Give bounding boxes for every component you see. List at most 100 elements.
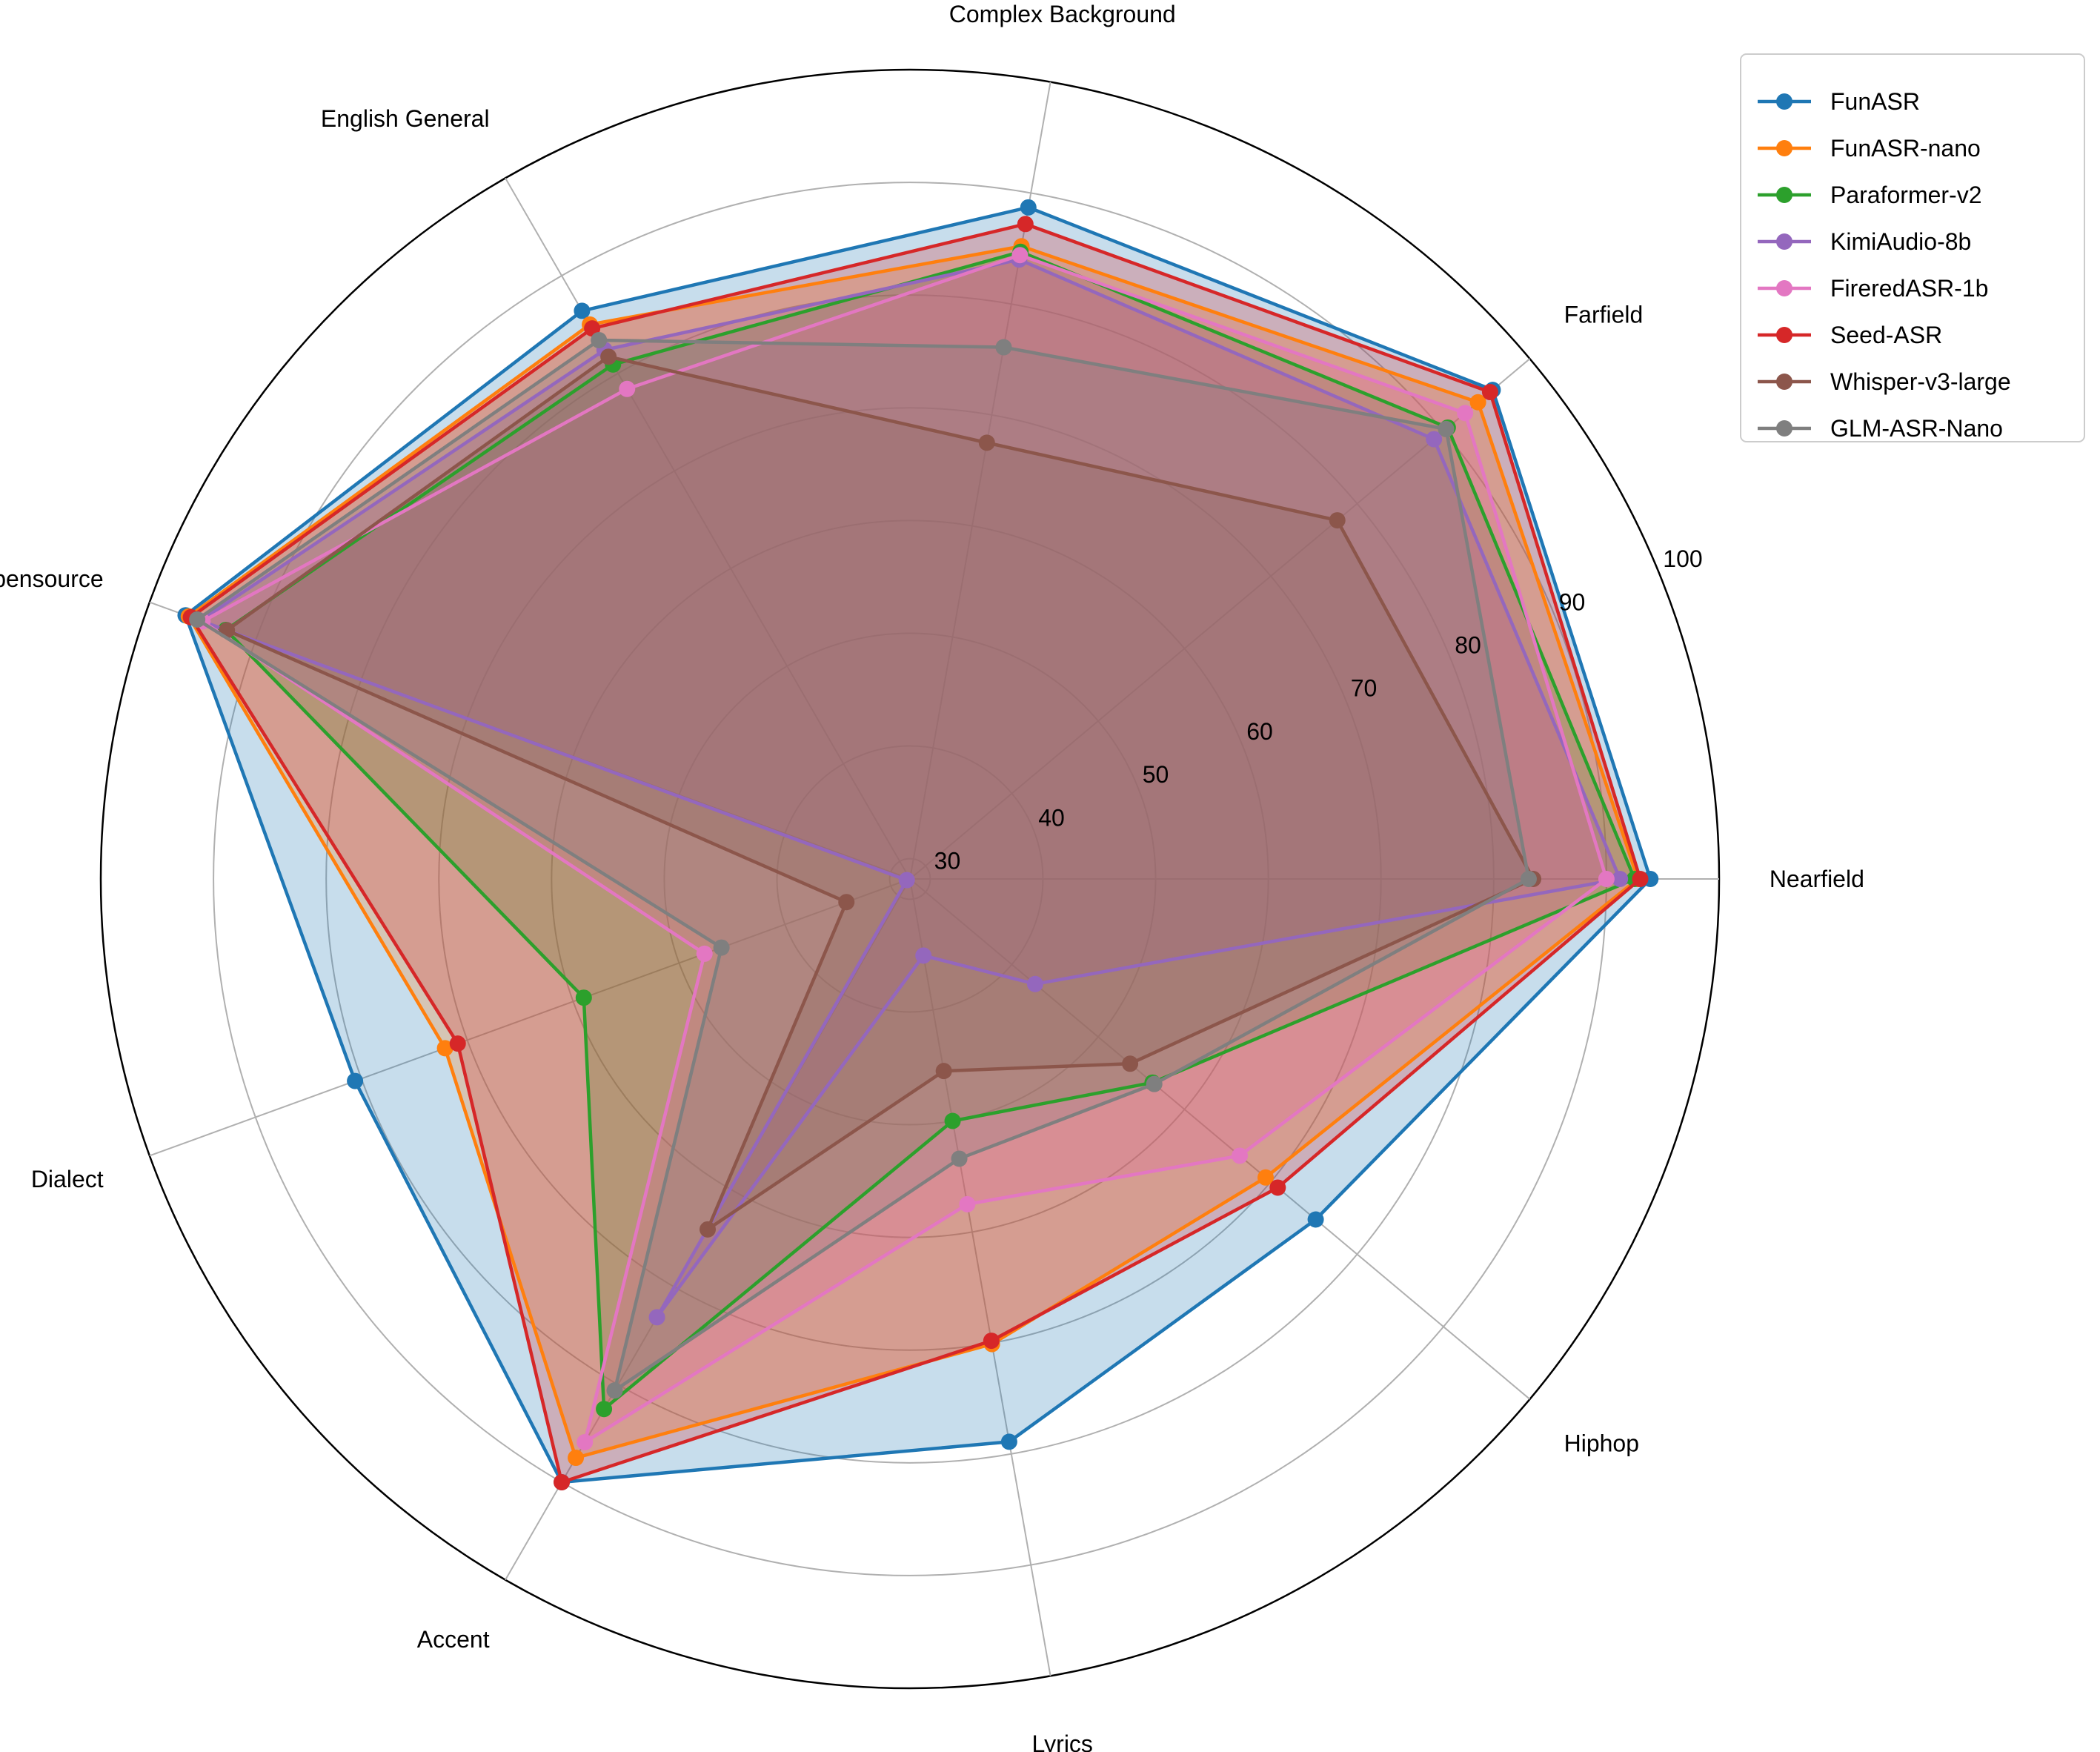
data-point [189, 611, 206, 628]
data-point [568, 1450, 585, 1467]
data-point [1017, 216, 1034, 233]
data-point [935, 1063, 952, 1080]
data-point [995, 339, 1012, 356]
data-point [713, 939, 730, 956]
legend-label: FireredASR-1b [1830, 275, 1988, 302]
legend-marker [1776, 420, 1792, 437]
radial-tick-label: 30 [934, 847, 961, 874]
grid-spoke [909, 878, 1531, 1400]
category-label: Accent [417, 1626, 490, 1653]
legend-label: Whisper-v3-large [1830, 368, 2011, 395]
data-point [1257, 1169, 1275, 1186]
data-point [1146, 1075, 1163, 1092]
data-point [1481, 384, 1498, 401]
data-point [600, 348, 617, 365]
data-point [1122, 1055, 1139, 1072]
series-layer [177, 199, 1659, 1490]
legend-marker [1776, 327, 1792, 343]
data-point [700, 1221, 716, 1238]
legend-label: Paraformer-v2 [1830, 182, 1982, 208]
category-label: Hiphop [1564, 1430, 1639, 1457]
data-point [648, 1309, 665, 1326]
data-point [1269, 1179, 1286, 1196]
data-point [951, 1150, 968, 1167]
data-point [1520, 871, 1537, 887]
data-point [915, 947, 932, 964]
radial-tick-label: 40 [1038, 804, 1065, 831]
data-point [944, 1112, 961, 1129]
grid-spoke [909, 358, 1531, 880]
data-point [1438, 420, 1455, 437]
data-point [591, 331, 608, 348]
data-point [1457, 405, 1474, 422]
data-point [1598, 871, 1615, 887]
radial-tick-label: 90 [1559, 588, 1586, 615]
legend-marker [1776, 233, 1792, 250]
legend-label: FunASR [1830, 88, 1920, 115]
data-point [436, 1040, 453, 1057]
data-point [554, 1473, 571, 1490]
grid-spoke [149, 878, 911, 1157]
legend-label: Seed-ASR [1830, 322, 1942, 348]
legend-marker [1776, 374, 1792, 390]
data-point [1612, 871, 1629, 887]
legend-marker [1776, 280, 1792, 296]
legend-box [1740, 53, 2085, 442]
data-point [449, 1035, 466, 1052]
series-fill [188, 246, 1638, 1459]
radial-tick-label: 100 [1663, 545, 1702, 572]
legend-marker [1776, 187, 1792, 203]
category-label: Farfield [1564, 301, 1644, 328]
data-point [1020, 199, 1037, 216]
category-label: Dialect [31, 1166, 104, 1192]
legend: FunASR FunASR-nano Paraformer-v2 KimiAudio-… [1740, 53, 2085, 442]
data-point [574, 302, 591, 319]
category-label: Complex Background [949, 1, 1176, 27]
series-line [195, 338, 1531, 1393]
data-point [838, 894, 855, 911]
data-point [576, 1433, 594, 1450]
legend-marker [1776, 140, 1792, 156]
category-label: English General [321, 105, 490, 132]
data-point [575, 989, 592, 1006]
legend-label: KimiAudio-8b [1830, 228, 1971, 255]
data-point [1632, 871, 1649, 887]
labels: Nearfield Farfield Complex Background Engli… [0, 1, 1864, 1752]
grid-spoke [909, 878, 1051, 1676]
data-point [1329, 512, 1346, 529]
series-line [225, 355, 1535, 1232]
data-point [959, 1195, 976, 1212]
series-line [184, 205, 1652, 1484]
series-fill [202, 255, 1606, 1442]
grid-spoke [505, 177, 911, 880]
series-line [224, 250, 1637, 1411]
radial-tick-label: 80 [1455, 631, 1481, 658]
legend-label: FunASR-nano [1830, 135, 1981, 162]
data-point [606, 1382, 623, 1399]
legend-marker [1776, 93, 1792, 110]
radial-tick-label: 60 [1246, 718, 1273, 745]
series-fill [227, 356, 1534, 1230]
data-point [983, 1333, 1000, 1350]
data-point [1426, 431, 1443, 448]
data-point [696, 945, 713, 962]
data-point [1011, 247, 1029, 264]
category-label: Lyrics [1032, 1731, 1093, 1752]
category-label: Opensource [0, 565, 104, 592]
category-label: Nearfield [1770, 866, 1864, 892]
series-line [199, 257, 1622, 1319]
data-point [898, 872, 915, 889]
data-point [1026, 975, 1043, 992]
data-point [1307, 1211, 1324, 1228]
series-line [189, 222, 1642, 1484]
legend-label: GLM-ASR-Nano [1830, 415, 2003, 442]
series-line [201, 253, 1609, 1444]
data-point [596, 1401, 613, 1418]
radial-tick-label: 70 [1351, 675, 1378, 702]
data-point [1232, 1147, 1249, 1164]
series-fill [225, 251, 1635, 1410]
data-point [978, 434, 995, 451]
data-point [619, 380, 636, 397]
data-point [1000, 1433, 1017, 1450]
